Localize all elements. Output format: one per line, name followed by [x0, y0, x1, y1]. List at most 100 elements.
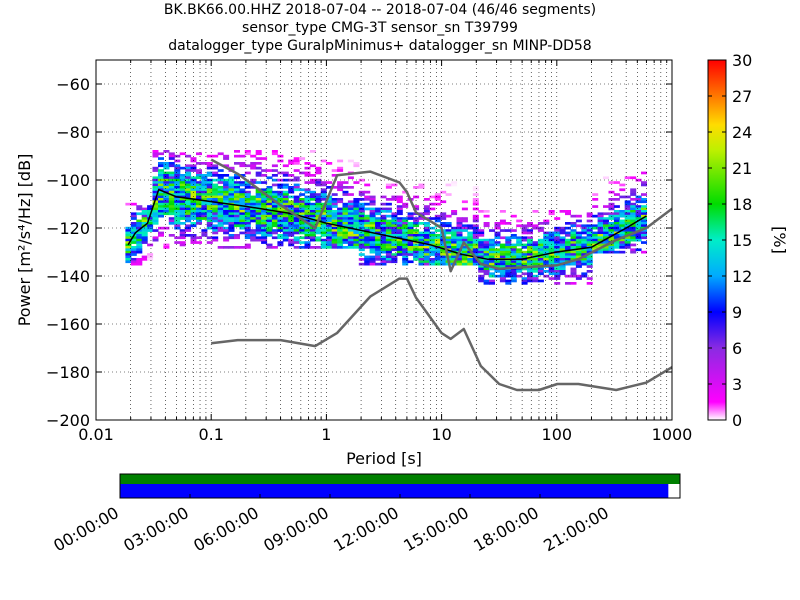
- heatmap-cell: [597, 214, 604, 218]
- heatmap-cell: [559, 236, 566, 240]
- heatmap-cell: [206, 210, 213, 213]
- heatmap-cell: [174, 205, 181, 208]
- heatmap-cell: [223, 210, 230, 213]
- heatmap-cell: [467, 238, 474, 242]
- heatmap-cell: [174, 214, 181, 218]
- heatmap-cell: [586, 241, 593, 244]
- availability-bar: 00:00:0003:00:0006:00:0009:00:0012:00:00…: [50, 473, 681, 555]
- heatmap-cell: [499, 219, 506, 223]
- heatmap-cell: [331, 226, 338, 230]
- heatmap-cell: [407, 214, 414, 218]
- heatmap-cell: [223, 214, 230, 218]
- heatmap-cell: [196, 181, 202, 184]
- heatmap-cell: [489, 282, 495, 285]
- heatmap-cell: [168, 195, 175, 199]
- heatmap-cell: [158, 186, 164, 189]
- heatmap-cell: [603, 226, 609, 230]
- plot-frame: [95, 59, 673, 421]
- heatmap-cell: [369, 238, 376, 242]
- heatmap-cell: [136, 258, 143, 261]
- heatmap-cell: [239, 212, 246, 216]
- heatmap-cell: [282, 174, 289, 177]
- heatmap-cell: [337, 181, 344, 184]
- heatmap-cell: [288, 229, 295, 232]
- heatmap-cell: [510, 255, 517, 259]
- heatmap-cell: [565, 262, 571, 266]
- heatmap-cell: [163, 207, 170, 211]
- heatmap-cell: [364, 222, 371, 225]
- heatmap-cell: [130, 229, 137, 232]
- heatmap-cell: [266, 193, 273, 196]
- x-tick-label: 1: [321, 425, 331, 444]
- heatmap-cell: [234, 219, 240, 223]
- heatmap-cell: [380, 236, 387, 240]
- heatmap-cell: [624, 238, 631, 242]
- heatmap-cell: [234, 236, 240, 240]
- heatmap-cell: [527, 231, 533, 235]
- heatmap-cell: [358, 238, 365, 242]
- heatmap-cell: [619, 183, 626, 187]
- heatmap-cell: [347, 202, 354, 206]
- heatmap-cell: [472, 219, 479, 223]
- heatmap-cell: [185, 198, 192, 201]
- x-tick-label: 0.1: [198, 425, 223, 444]
- heatmap-cell: [185, 214, 192, 218]
- heatmap-cell: [212, 164, 219, 168]
- heatmap-cell: [516, 224, 523, 228]
- heatmap-cell: [185, 186, 192, 189]
- heatmap-cell: [581, 260, 588, 264]
- heatmap-cell: [239, 154, 246, 158]
- heatmap-cell: [125, 236, 132, 240]
- heatmap-cell: [402, 260, 409, 264]
- heatmap-cell: [342, 234, 349, 237]
- heatmap-cell: [499, 243, 506, 247]
- heatmap-cell: [125, 253, 132, 256]
- heatmap-cell: [266, 246, 273, 249]
- heatmap-cell: [624, 219, 631, 223]
- heatmap-cell: [271, 183, 278, 187]
- heatmap-cell: [163, 205, 170, 208]
- heatmap-cell: [223, 200, 230, 204]
- heatmap-cell: [174, 176, 181, 180]
- heatmap-cell: [347, 231, 354, 235]
- heatmap-cell: [271, 198, 278, 201]
- heatmap-cell: [385, 236, 392, 240]
- heatmap-cell: [385, 186, 392, 189]
- heatmap-cell: [309, 202, 316, 206]
- heatmap-cell: [603, 234, 609, 237]
- heatmap-cell: [505, 279, 512, 283]
- heatmap-cell: [358, 207, 365, 211]
- heatmap-cell: [472, 193, 479, 196]
- heatmap-cell: [586, 212, 593, 216]
- heatmap-cell: [499, 265, 506, 268]
- heatmap-cell: [434, 248, 441, 252]
- heatmap-cell: [315, 183, 322, 187]
- heatmap-cell: [635, 214, 642, 218]
- heatmap-cell: [396, 217, 403, 220]
- heatmap-cell: [483, 238, 490, 242]
- heatmap-cell: [174, 166, 181, 170]
- heatmap-cell: [320, 231, 327, 235]
- heatmap-cell: [423, 224, 430, 228]
- heatmap-cell: [158, 190, 164, 194]
- heatmap-cell: [413, 186, 420, 189]
- heatmap-cell: [304, 246, 311, 249]
- heatmap-cell: [217, 181, 224, 184]
- heatmap-cell: [217, 152, 224, 156]
- heatmap-cell: [527, 253, 533, 256]
- heatmap-cell: [228, 178, 235, 182]
- availability-tick-label: 18:00:00: [470, 503, 542, 555]
- heatmap-cell: [603, 250, 609, 254]
- heatmap-cell: [364, 246, 371, 249]
- heatmap-cell: [299, 198, 306, 201]
- heatmap-cell: [304, 212, 311, 216]
- heatmap-cell: [179, 174, 186, 177]
- heatmap-cell: [158, 214, 164, 218]
- heatmap-cell: [641, 231, 647, 235]
- heatmap-cell: [196, 212, 202, 216]
- heatmap-cell: [456, 262, 463, 266]
- heatmap-cell: [342, 214, 349, 218]
- heatmap-cell: [554, 258, 561, 261]
- heatmap-cell: [125, 248, 132, 252]
- heatmap-cell: [250, 207, 257, 211]
